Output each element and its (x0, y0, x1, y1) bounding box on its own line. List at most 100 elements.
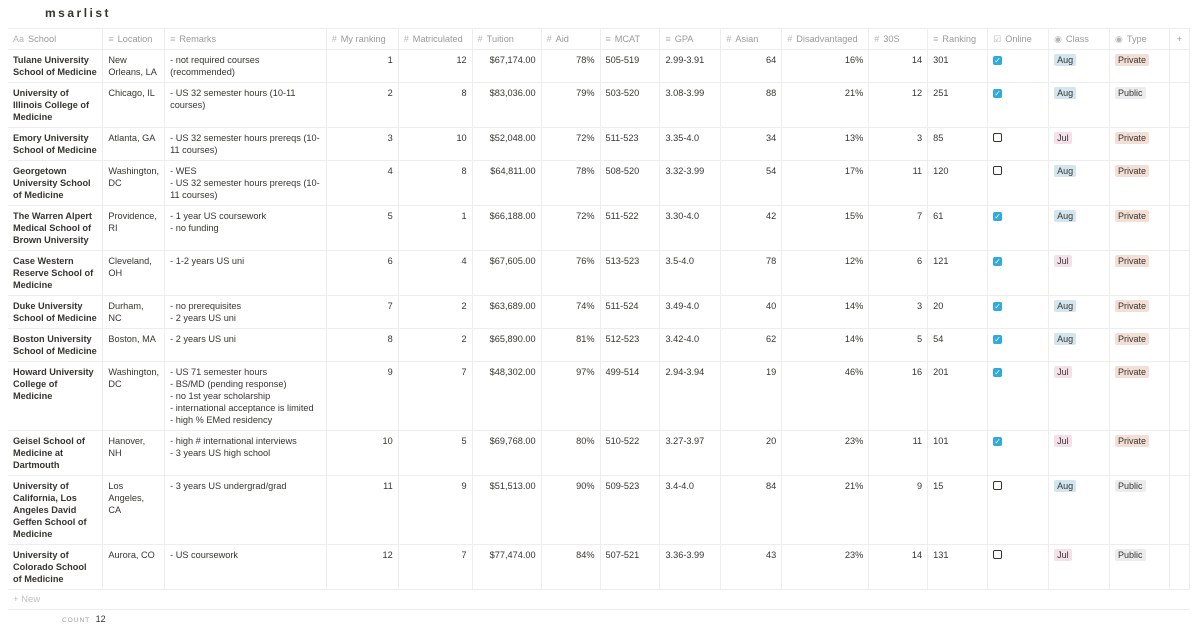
cell-class[interactable]: Jul (1048, 544, 1110, 590)
cell-online[interactable]: ✓ (987, 295, 1050, 329)
cell-school[interactable]: Howard University College of Medicine (8, 361, 104, 431)
cell-type[interactable]: Private (1109, 328, 1170, 362)
cell-type[interactable]: Private (1109, 49, 1170, 83)
column-label: Online (1005, 34, 1032, 44)
column-header-disadvantaged[interactable]: # Disadvantaged (781, 28, 870, 50)
column-header-matriculated[interactable]: # Matriculated (398, 28, 473, 50)
table-row: Emory University School of Medicine Atlan… (8, 127, 1191, 161)
cell-school[interactable]: Case Western Reserve School of Medicine (8, 250, 104, 296)
column-header-online[interactable]: ☑ Online (987, 28, 1050, 50)
cell-disadvantaged: 23% (781, 430, 870, 476)
checkbox-checked[interactable]: ✓ (993, 335, 1003, 344)
checkbox-unchecked[interactable] (993, 166, 1003, 175)
count-value: 12 (95, 614, 106, 624)
class-tag: Aug (1054, 210, 1077, 222)
cell-online[interactable]: ✓ (987, 250, 1050, 296)
cell-type[interactable]: Private (1109, 205, 1170, 251)
cell-class[interactable]: Aug (1048, 475, 1110, 545)
checkbox-checked[interactable]: ✓ (993, 302, 1003, 311)
type-tag: Private (1115, 255, 1150, 267)
cell-school[interactable]: The Warren Alpert Medical School of Brow… (8, 205, 104, 251)
add-column-button[interactable]: + (1169, 28, 1191, 50)
cell-type[interactable]: Public (1109, 82, 1170, 128)
cell-online[interactable]: ✓ (987, 82, 1050, 128)
column-header-tuition[interactable]: # Tuition (472, 28, 542, 50)
column-header-my-ranking[interactable]: # My ranking (326, 28, 399, 50)
cell-school[interactable]: Georgetown University School of Medicine (8, 160, 104, 206)
cell-class[interactable]: Aug (1048, 160, 1110, 206)
column-header-ranking[interactable]: ≡ Ranking (927, 28, 989, 50)
cell-online[interactable]: ✓ (987, 430, 1050, 476)
cell-class[interactable]: Aug (1048, 295, 1110, 329)
checkbox-checked[interactable]: ✓ (993, 437, 1003, 446)
cell-s30: 11 (868, 430, 929, 476)
cell-class[interactable]: Jul (1048, 430, 1110, 476)
column-header-school[interactable]: Aa School (8, 28, 104, 50)
checkbox-checked[interactable]: ✓ (993, 257, 1003, 266)
cell-class[interactable]: Jul (1048, 361, 1110, 431)
cell-online[interactable] (987, 475, 1050, 545)
column-header-mcat[interactable]: ≡ MCAT (600, 28, 661, 50)
cell-type[interactable]: Private (1109, 250, 1170, 296)
type-tag: Private (1115, 165, 1150, 177)
column-header-remarks[interactable]: ≡ Remarks (164, 28, 327, 50)
cell-school[interactable]: University of Illinois College of Medici… (8, 82, 104, 128)
column-type-icon: ≡ (170, 34, 176, 44)
cell-asian: 43 (720, 544, 783, 590)
cell-school[interactable]: Emory University School of Medicine (8, 127, 104, 161)
cell-school[interactable]: Duke University School of Medicine (8, 295, 104, 329)
cell-s30: 3 (868, 127, 929, 161)
cell-type[interactable]: Private (1109, 361, 1170, 431)
cell-online[interactable] (987, 127, 1050, 161)
cell-online[interactable] (987, 544, 1050, 590)
cell-school[interactable]: University of Colorado School of Medicin… (8, 544, 104, 590)
column-header-location[interactable]: ≡ Location (102, 28, 166, 50)
class-tag: Aug (1054, 333, 1077, 345)
cell-class[interactable]: Jul (1048, 250, 1110, 296)
checkbox-checked[interactable]: ✓ (993, 368, 1003, 377)
column-header-gpa[interactable]: ≡ GPA (659, 28, 722, 50)
cell-type[interactable]: Private (1109, 430, 1170, 476)
checkbox-unchecked[interactable] (993, 550, 1003, 559)
new-row-button[interactable]: + New (8, 590, 1190, 610)
checkbox-checked[interactable]: ✓ (993, 56, 1003, 65)
cell-school[interactable]: Tulane University School of Medicine (8, 49, 104, 83)
cell-type[interactable]: Private (1109, 127, 1170, 161)
cell-online[interactable]: ✓ (987, 328, 1050, 362)
checkbox-unchecked[interactable] (993, 481, 1003, 490)
cell-empty (1169, 328, 1191, 362)
cell-online[interactable]: ✓ (987, 361, 1050, 431)
cell-online[interactable]: ✓ (987, 205, 1050, 251)
checkbox-checked[interactable]: ✓ (993, 89, 1003, 98)
cell-class[interactable]: Aug (1048, 328, 1110, 362)
class-tag: Jul (1054, 255, 1072, 267)
column-type-icon: # (403, 34, 409, 44)
column-label: Matriculated (412, 34, 463, 44)
cell-asian: 54 (720, 160, 783, 206)
cell-type[interactable]: Private (1109, 160, 1170, 206)
cell-location: Providence, RI (102, 205, 166, 251)
column-header-30s[interactable]: #30S (868, 28, 929, 50)
cell-school[interactable]: Boston University School of Medicine (8, 328, 104, 362)
cell-class[interactable]: Jul (1048, 127, 1110, 161)
cell-type[interactable]: Private (1109, 295, 1170, 329)
cell-aid: 97% (541, 361, 601, 431)
cell-class[interactable]: Aug (1048, 82, 1110, 128)
cell-class[interactable]: Aug (1048, 205, 1110, 251)
cell-online[interactable] (987, 160, 1050, 206)
cell-school[interactable]: Geisel School of Medicine at Dartmouth (8, 430, 104, 476)
cell-type[interactable]: Public (1109, 475, 1170, 545)
checkbox-unchecked[interactable] (993, 133, 1003, 142)
cell-online[interactable]: ✓ (987, 49, 1050, 83)
column-header-type[interactable]: ◉ Type (1109, 28, 1170, 50)
cell-mcat: 507-521 (600, 544, 661, 590)
cell-type[interactable]: Public (1109, 544, 1170, 590)
column-header-asian[interactable]: # Asian (720, 28, 783, 50)
cell-class[interactable]: Aug (1048, 49, 1110, 83)
cell-tuition: $67,174.00 (472, 49, 542, 83)
checkbox-checked[interactable]: ✓ (993, 212, 1003, 221)
cell-school[interactable]: University of California, Los Angeles Da… (8, 475, 104, 545)
column-header-class[interactable]: ◉ Class (1048, 28, 1110, 50)
cell-asian: 20 (720, 430, 783, 476)
column-header-aid[interactable]: # Aid (541, 28, 601, 50)
